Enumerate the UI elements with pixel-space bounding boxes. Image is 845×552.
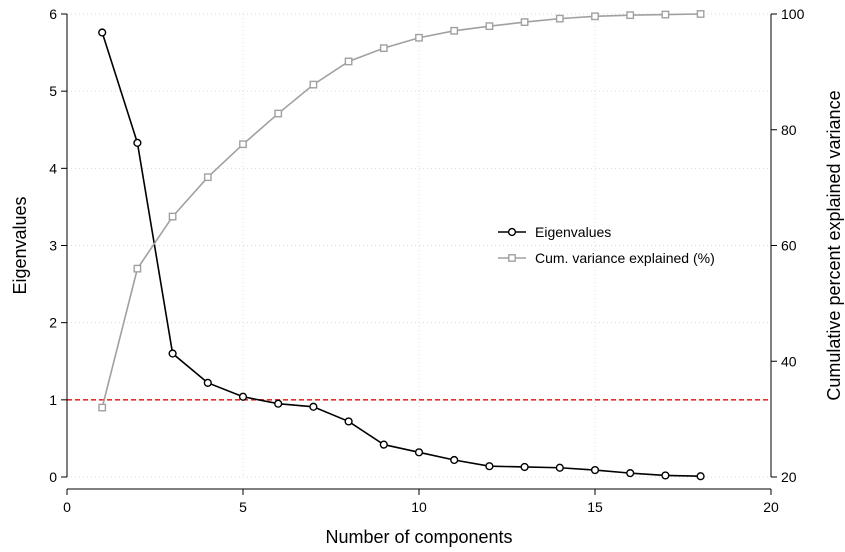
data-point-cum-variance: [450, 26, 459, 35]
y2-tick-label: 100: [781, 6, 805, 22]
y-axis-title: Eigenvalues: [10, 196, 30, 294]
y2-tick-label: 60: [781, 238, 797, 254]
data-point-eigenvalue: [696, 472, 705, 481]
y-tick-label: 3: [49, 238, 57, 254]
axes: 0 5 10 15 20 0 1 2 3 4 5 6 20 40 60 80 100: [49, 6, 804, 515]
data-point-cum-variance: [239, 140, 247, 149]
data-point-eigenvalue: [309, 402, 318, 411]
data-point-cum-variance: [696, 10, 705, 18]
data-point-eigenvalue: [626, 469, 635, 478]
y-tick-label: 0: [49, 469, 57, 485]
x-axis-title: Number of components: [325, 527, 512, 547]
data-point-cum-variance: [379, 44, 388, 53]
y-tick-label: 2: [49, 315, 57, 331]
y-tick-label: 6: [49, 6, 57, 22]
legend-label-2: Cum. variance explained (%): [535, 250, 715, 266]
data-point-cum-variance: [274, 109, 283, 118]
data-point-cum-variance: [591, 12, 599, 21]
data-point-cum-variance: [344, 57, 353, 66]
data-point-eigenvalue: [450, 455, 459, 465]
y-tick-label: 4: [49, 160, 57, 176]
x-tick-label: 15: [587, 499, 603, 515]
y2-tick-label: 20: [781, 469, 797, 485]
series-line-1: [101, 32, 701, 478]
data-point-eigenvalue: [133, 138, 142, 147]
data-point-eigenvalue: [344, 417, 353, 426]
y-tick-label: 1: [49, 392, 57, 408]
data-point-cum-variance: [309, 80, 318, 89]
data-point-cum-variance: [626, 11, 635, 20]
x-tick-label: 20: [763, 499, 779, 515]
legend-marker-square: [508, 254, 516, 262]
data-point-cum-variance: [203, 173, 212, 182]
data-point-eigenvalue: [379, 440, 388, 449]
legend-marker-circle: [507, 227, 517, 237]
data-point-cum-variance: [520, 18, 529, 27]
data-point-eigenvalue: [661, 471, 670, 480]
x-tick-label: 5: [239, 499, 247, 515]
series-line-2: [101, 13, 701, 408]
data-point-eigenvalue: [238, 392, 248, 401]
data-point-eigenvalue: [203, 378, 212, 387]
legend-label-1: Eigenvalues: [535, 224, 611, 240]
data-point-eigenvalue: [520, 462, 529, 472]
y-tick-label: 5: [49, 83, 57, 99]
series-layer: [98, 10, 705, 481]
data-point-cum-variance: [168, 212, 177, 221]
data-point-cum-variance: [98, 403, 107, 412]
data-point-eigenvalue: [555, 463, 564, 472]
x-tick-label: 0: [63, 499, 71, 515]
data-point-eigenvalue: [274, 399, 283, 408]
data-point-cum-variance: [555, 14, 564, 23]
data-point-cum-variance: [415, 33, 423, 42]
data-point-cum-variance: [485, 22, 494, 31]
y2-axis-title: Cumulative percent explained variance: [824, 90, 844, 400]
data-point-eigenvalue: [590, 465, 600, 475]
y2-tick-label: 40: [781, 353, 797, 369]
data-point-eigenvalue: [414, 448, 424, 457]
data-point-eigenvalue: [168, 349, 177, 358]
y2-tick-label: 80: [781, 122, 797, 138]
data-point-eigenvalue: [485, 462, 494, 471]
data-point-cum-variance: [661, 10, 670, 19]
x-tick-label: 10: [411, 499, 427, 515]
legend: Eigenvalues Cum. variance explained (%): [498, 224, 715, 266]
data-point-eigenvalue: [98, 28, 107, 37]
data-point-cum-variance: [133, 264, 142, 273]
